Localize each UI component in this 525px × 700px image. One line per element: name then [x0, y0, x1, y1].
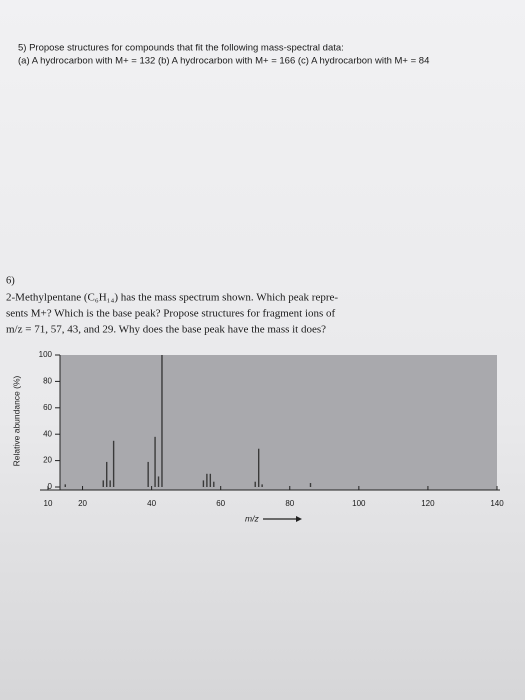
plot-area — [60, 355, 497, 490]
problem-6-line: sents M+? Which is the base peak? Propos… — [6, 308, 336, 320]
problem-6-line: m/z = 71, 57, 43, and 29. Why does the b… — [6, 324, 326, 336]
x-tick-label: 100 — [352, 499, 366, 508]
x-axis-label: m/z — [245, 513, 259, 523]
x-tick-label: 60 — [216, 499, 225, 508]
problem-5-parts: (a) A hydrocarbon with M+ = 132 (b) A hy… — [18, 56, 429, 67]
problem-6-number: 6) — [6, 275, 15, 286]
x-tick-label: 140 — [490, 499, 504, 508]
x-tick-label: 40 — [147, 499, 156, 508]
y-tick-label: 100 — [39, 350, 53, 359]
y-axis-label: Relative abundance (%) — [11, 375, 21, 466]
x-tick-label: 10 — [44, 499, 53, 508]
x-tick-label: 80 — [285, 499, 294, 508]
y-tick-label: 80 — [43, 377, 52, 386]
x-tick-label: 120 — [421, 499, 435, 508]
y-tick-label: 60 — [43, 403, 52, 412]
x-tick-label: 20 — [78, 499, 87, 508]
problem-5-prompt: 5) Propose structures for compounds that… — [18, 43, 344, 54]
y-tick-label: 20 — [43, 456, 52, 465]
problem-6-line: 2-Methylpentane (C₆H₁₄) has the mass spe… — [6, 292, 338, 304]
y-tick-label: 0 — [48, 482, 53, 491]
y-tick-label: 40 — [43, 429, 52, 438]
x-axis-arrowhead — [296, 516, 302, 522]
spectrum-chart: 0 20 40 60 80 100 10 20 40 60 80 100 120 140 Relative … — [11, 350, 504, 523]
